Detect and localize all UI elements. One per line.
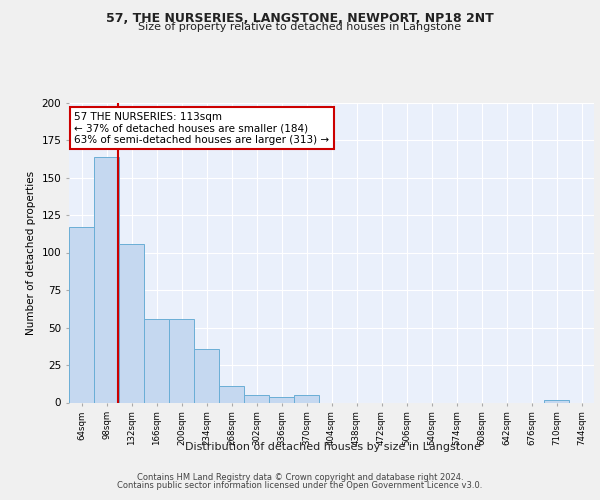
Text: Contains public sector information licensed under the Open Government Licence v3: Contains public sector information licen… <box>118 481 482 490</box>
Y-axis label: Number of detached properties: Number of detached properties <box>26 170 36 334</box>
Bar <box>94 156 119 402</box>
Bar <box>269 396 294 402</box>
Bar <box>144 318 169 402</box>
Bar <box>69 227 94 402</box>
Text: Contains HM Land Registry data © Crown copyright and database right 2024.: Contains HM Land Registry data © Crown c… <box>137 472 463 482</box>
Bar <box>244 395 269 402</box>
Bar <box>119 244 144 402</box>
Text: 57, THE NURSERIES, LANGSTONE, NEWPORT, NP18 2NT: 57, THE NURSERIES, LANGSTONE, NEWPORT, N… <box>106 12 494 26</box>
Bar <box>294 395 319 402</box>
Text: Distribution of detached houses by size in Langstone: Distribution of detached houses by size … <box>185 442 481 452</box>
Text: 57 THE NURSERIES: 113sqm
← 37% of detached houses are smaller (184)
63% of semi-: 57 THE NURSERIES: 113sqm ← 37% of detach… <box>74 112 329 144</box>
Bar <box>194 348 219 403</box>
Text: Size of property relative to detached houses in Langstone: Size of property relative to detached ho… <box>139 22 461 32</box>
Bar <box>219 386 244 402</box>
Bar <box>544 400 569 402</box>
Bar <box>169 318 194 402</box>
